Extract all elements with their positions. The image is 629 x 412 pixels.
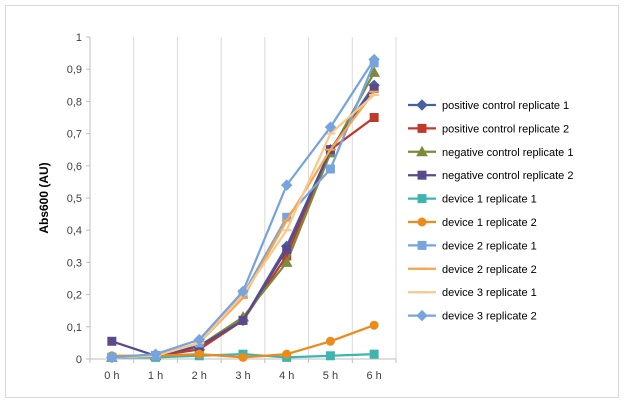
- line-chart: 0 0,1 0,2 0,3 0,4 0,5 0,6 0,7 0,8 0,9 1 0 h 1 h 2 h 3…: [37, 32, 573, 382]
- legend-item: device 1 replicate 1: [408, 194, 537, 206]
- legend-label: negative control replicate 2: [442, 170, 573, 182]
- x-tick-label: 1 h: [148, 370, 163, 382]
- legend-label: positive control replicate 1: [442, 100, 569, 112]
- legend-label: negative control replicate 1: [442, 147, 573, 159]
- x-tick-label: 4 h: [279, 370, 294, 382]
- legend-item: positive control replicate 1: [408, 99, 569, 112]
- legend-label: device 1 replicate 2: [442, 217, 537, 229]
- y-tick-label: 0,8: [67, 96, 82, 108]
- series-10: [106, 53, 380, 364]
- legend-marker: [417, 170, 427, 180]
- data-point: [281, 179, 293, 191]
- x-tick-label: 2 h: [192, 370, 207, 382]
- data-point: [369, 320, 379, 330]
- legend-item: device 3 replicate 1: [408, 287, 537, 299]
- legend-item: device 1 replicate 2: [408, 217, 537, 229]
- legend-item: device 2 replicate 2: [408, 264, 537, 276]
- data-point: [324, 121, 337, 133]
- y-tick-label: 0,2: [67, 290, 82, 302]
- legend-marker: [417, 194, 427, 204]
- data-point: [369, 113, 379, 122]
- data-point: [282, 245, 292, 255]
- y-tick-label: 0,1: [67, 322, 82, 334]
- series-lines: [106, 53, 380, 364]
- x-tick-label: 5 h: [323, 370, 338, 382]
- x-tick-label: 0 h: [104, 370, 119, 382]
- y-tick-label: 0: [76, 354, 82, 366]
- data-point: [369, 349, 379, 359]
- data-point: [325, 336, 335, 346]
- data-point: [368, 66, 380, 77]
- y-tick-label: 0,6: [67, 161, 82, 173]
- data-point: [106, 351, 118, 364]
- legend: positive control replicate 1 positive con…: [408, 99, 573, 323]
- legend-label: device 3 replicate 2: [442, 311, 537, 323]
- data-point: [325, 164, 335, 174]
- y-tick-label: 1: [76, 32, 82, 44]
- legend-item: device 2 replicate 1: [408, 240, 537, 252]
- legend-marker: [417, 123, 427, 133]
- y-tick-label: 0,9: [67, 64, 82, 76]
- data-point: [280, 256, 293, 267]
- data-point: [368, 53, 380, 66]
- legend-marker: [417, 217, 427, 227]
- data-point: [325, 351, 335, 361]
- x-tick-labels: 0 h 1 h 2 h 3 h 4 h 5 h 6 h: [89, 359, 397, 382]
- legend-marker: [416, 99, 428, 111]
- y-tick-label: 0,5: [67, 193, 82, 205]
- legend-item: negative control replicate 1: [408, 145, 573, 159]
- data-point: [107, 336, 117, 346]
- legend-label: positive control replicate 2: [442, 123, 569, 135]
- legend-label: device 2 replicate 1: [442, 240, 537, 252]
- data-point: [238, 315, 248, 325]
- data-point: [237, 285, 249, 298]
- legend-item: device 3 replicate 2: [408, 309, 537, 323]
- chart-frame: 0 0,1 0,2 0,3 0,4 0,5 0,6 0,7 0,8 0,9 1 0 h 1 h 2 h 3…: [5, 5, 619, 398]
- legend-marker: [416, 145, 428, 157]
- data-point: [194, 349, 204, 359]
- y-tick-label: 0,7: [67, 129, 82, 141]
- legend-item: negative control replicate 2: [408, 170, 573, 182]
- legend-marker: [416, 309, 428, 322]
- data-point: [149, 348, 162, 360]
- legend-marker: [417, 240, 427, 250]
- x-tick-label: 3 h: [235, 370, 250, 382]
- data-point: [193, 333, 205, 346]
- y-tick-label: 0,4: [67, 225, 82, 237]
- x-tick-label: 6 h: [366, 370, 381, 382]
- data-point: [238, 352, 248, 362]
- legend-label: device 1 replicate 1: [442, 194, 537, 206]
- legend-label: device 2 replicate 2: [442, 264, 537, 276]
- legend-item: positive control replicate 2: [408, 123, 569, 135]
- data-point: [282, 349, 292, 359]
- axes: [89, 37, 396, 360]
- y-tick-label: 0,3: [67, 257, 82, 269]
- y-axis-title: Abs600 (AU): [37, 162, 51, 233]
- legend-label: device 3 replicate 1: [442, 287, 537, 299]
- y-tick-labels: 0 0,1 0,2 0,3 0,4 0,5 0,6 0,7 0,8 0,9 1: [67, 32, 90, 366]
